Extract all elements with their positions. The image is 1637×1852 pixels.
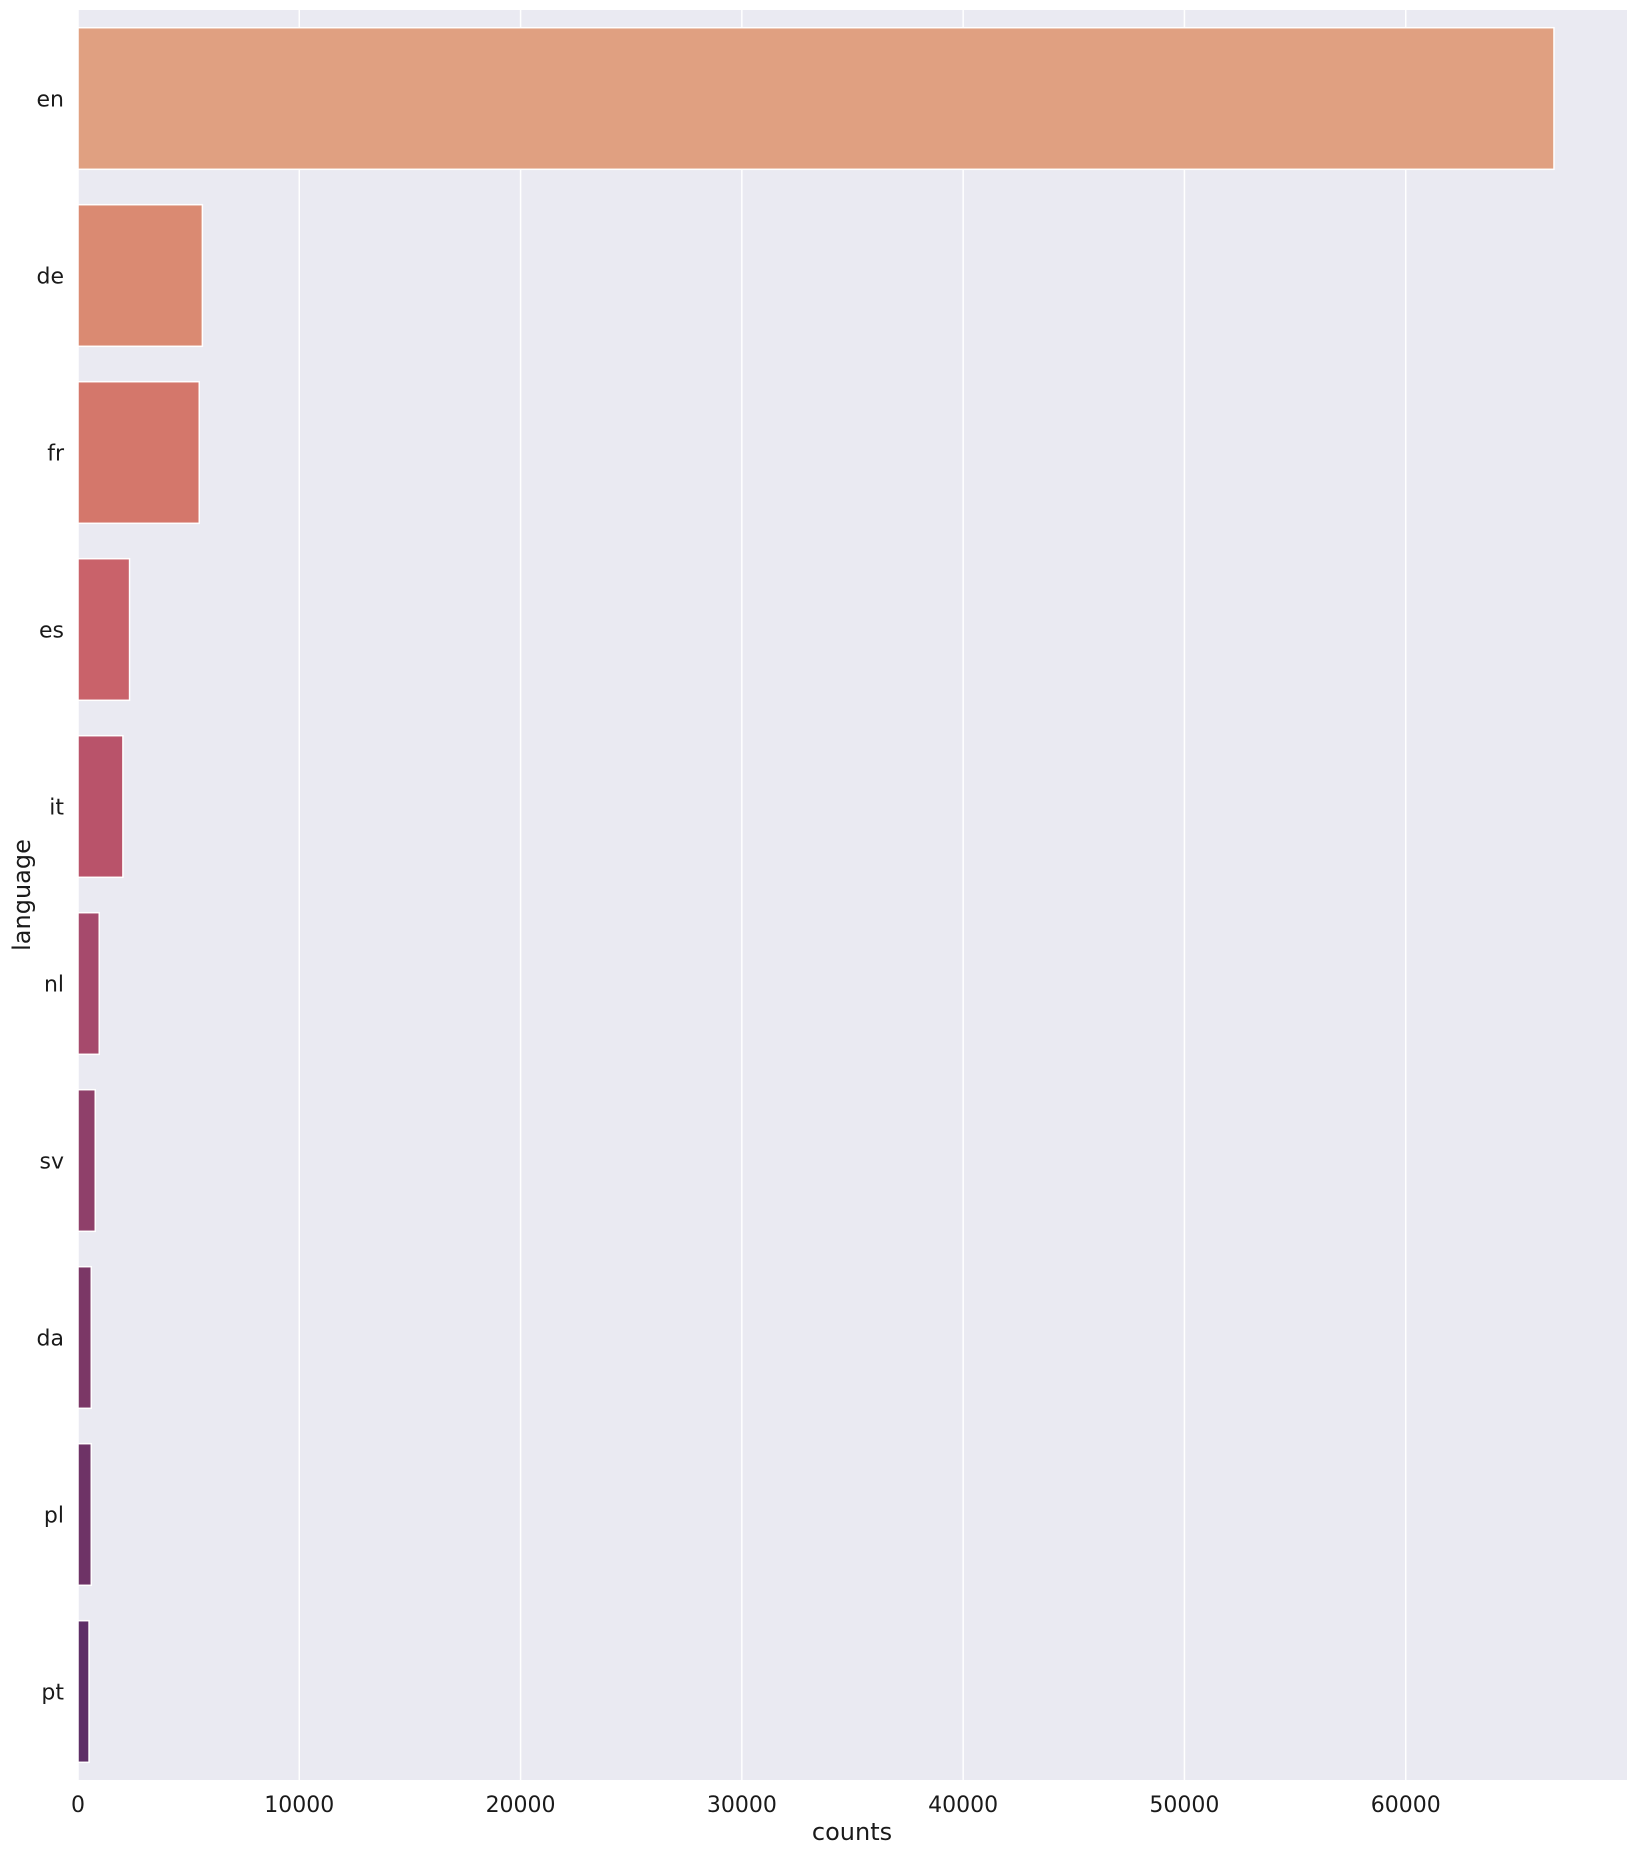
- y-tick-label-nl: nl: [44, 973, 64, 998]
- x-tick-label-5: 50000: [1149, 1793, 1219, 1818]
- x-tick-label-0: 0: [71, 1793, 85, 1818]
- bars: [77, 26, 1555, 1764]
- y-tick-labels: en de fr es it nl sv da pl pt: [37, 88, 65, 1706]
- bar-en: [77, 26, 1555, 171]
- bar-pl: [77, 1442, 93, 1587]
- y-tick-label-pt: pt: [41, 1681, 64, 1706]
- bar-nl: [77, 911, 100, 1056]
- y-tick-label-fr: fr: [47, 442, 65, 467]
- bar-it: [77, 734, 124, 879]
- bar-de: [77, 203, 204, 348]
- y-tick-label-sv: sv: [40, 1150, 64, 1175]
- bar-fr: [77, 380, 201, 525]
- x-axis-label: counts: [812, 1818, 892, 1846]
- x-tick-label-1: 10000: [264, 1793, 334, 1818]
- y-tick-label-en: en: [37, 88, 64, 113]
- x-tick-labels: 0 10000 20000 30000 40000 50000 60000: [71, 1793, 1441, 1818]
- y-axis-label: language: [8, 839, 36, 951]
- y-tick-label-it: it: [49, 796, 64, 821]
- x-tick-label-3: 30000: [707, 1793, 777, 1818]
- bar-pt: [77, 1619, 90, 1764]
- bar-es: [77, 557, 131, 702]
- x-tick-label-4: 40000: [928, 1793, 998, 1818]
- gridlines: [77, 10, 1407, 1780]
- bar-da: [77, 1265, 93, 1410]
- bar-sv: [77, 1088, 97, 1233]
- y-tick-label-es: es: [39, 619, 64, 644]
- y-tick-label-da: da: [37, 1327, 64, 1352]
- x-tick-label-6: 60000: [1371, 1793, 1441, 1818]
- x-tick-label-2: 20000: [486, 1793, 556, 1818]
- y-tick-label-de: de: [37, 265, 65, 290]
- y-tick-label-pl: pl: [44, 1504, 64, 1529]
- plot-background: [78, 10, 1627, 1780]
